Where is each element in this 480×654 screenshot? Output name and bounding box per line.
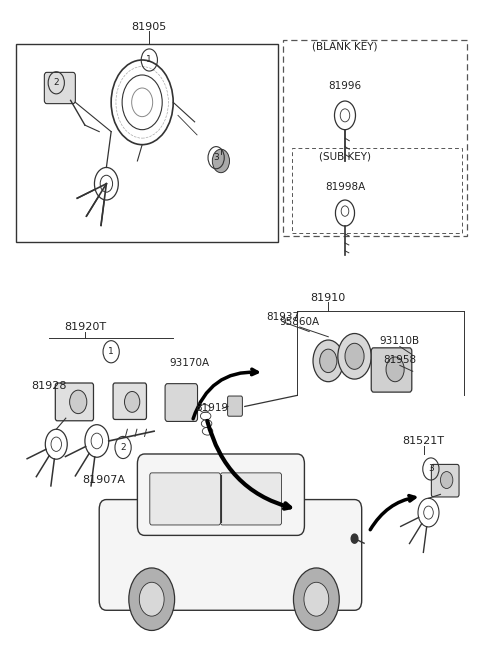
FancyBboxPatch shape <box>44 73 75 103</box>
Text: 93110B: 93110B <box>380 336 420 347</box>
Circle shape <box>293 568 339 630</box>
Circle shape <box>320 349 337 373</box>
Text: (SUB KEY): (SUB KEY) <box>319 151 371 162</box>
Circle shape <box>386 357 404 382</box>
Circle shape <box>124 392 140 412</box>
Text: 81919: 81919 <box>195 404 228 413</box>
Text: 2: 2 <box>53 78 59 87</box>
Text: 81998A: 81998A <box>325 182 365 192</box>
Text: 81920T: 81920T <box>64 322 106 332</box>
Circle shape <box>441 472 453 489</box>
Circle shape <box>351 534 358 543</box>
Bar <box>283 41 467 236</box>
Text: 95860A: 95860A <box>279 317 320 327</box>
Text: 1: 1 <box>108 347 114 356</box>
Text: 81928: 81928 <box>31 381 67 390</box>
Text: 93170A: 93170A <box>170 358 210 368</box>
Text: (BLANK KEY): (BLANK KEY) <box>312 42 378 52</box>
FancyBboxPatch shape <box>228 396 242 416</box>
Text: 81996: 81996 <box>328 81 361 91</box>
Circle shape <box>129 568 175 630</box>
Text: 3: 3 <box>213 153 219 162</box>
FancyBboxPatch shape <box>137 454 304 536</box>
FancyBboxPatch shape <box>165 384 198 421</box>
FancyBboxPatch shape <box>113 383 146 419</box>
Bar <box>16 44 278 243</box>
FancyBboxPatch shape <box>150 473 220 525</box>
Circle shape <box>345 343 364 370</box>
FancyBboxPatch shape <box>432 464 459 497</box>
Circle shape <box>338 334 371 379</box>
Text: 81905: 81905 <box>132 22 167 33</box>
Circle shape <box>313 340 344 382</box>
Text: 81910: 81910 <box>311 293 346 303</box>
Circle shape <box>212 149 229 173</box>
Text: 81521T: 81521T <box>403 436 445 446</box>
FancyBboxPatch shape <box>220 473 281 525</box>
Text: 1: 1 <box>146 56 152 65</box>
Circle shape <box>139 582 164 616</box>
Text: 81937: 81937 <box>266 311 300 322</box>
Text: 81958: 81958 <box>384 355 417 365</box>
FancyBboxPatch shape <box>99 500 362 610</box>
Text: 81907A: 81907A <box>83 475 125 485</box>
Circle shape <box>304 582 329 616</box>
FancyBboxPatch shape <box>371 348 412 392</box>
Circle shape <box>70 390 87 413</box>
FancyBboxPatch shape <box>55 383 94 421</box>
Text: 2: 2 <box>120 443 126 452</box>
Bar <box>292 148 462 233</box>
Text: 3: 3 <box>428 464 434 473</box>
